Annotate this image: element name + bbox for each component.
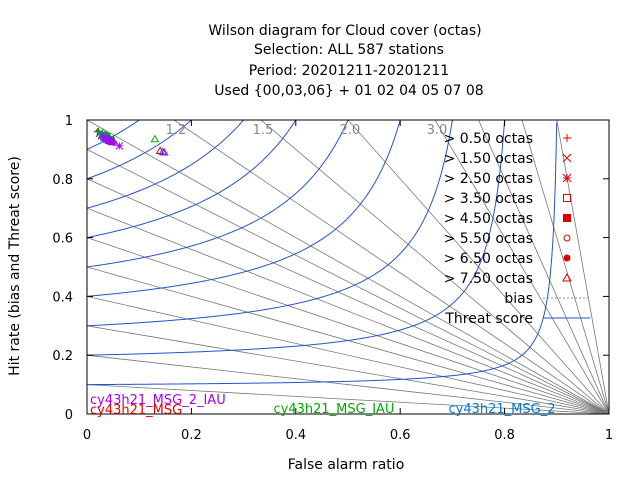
data-point	[115, 142, 124, 150]
y-axis-ticks: 0 0.2 0.4 0.6 0.8 1	[52, 114, 609, 423]
legend-threshold-label: > 3.50 octas	[444, 191, 533, 207]
model-label: cy43h21_MSG_2	[449, 402, 556, 417]
bias-isoline	[87, 149, 609, 414]
bias-isoline	[87, 384, 609, 414]
legend-marker-filled-circle	[563, 254, 571, 262]
legend-threshold-label: > 0.50 octas	[444, 131, 533, 147]
bias-isoline	[87, 325, 609, 414]
x-tick-label: 0.6	[390, 428, 411, 443]
bias-isoline	[87, 296, 609, 414]
threat-score-isoline	[87, 120, 244, 209]
data-point	[159, 147, 169, 156]
data-points	[93, 127, 169, 156]
chart-title: Wilson diagram for Cloud cover (octas) S…	[208, 23, 483, 99]
threat-score-isoline	[87, 122, 558, 386]
title-line-4: Used {00,03,06} + 01 02 04 05 07 08	[214, 83, 483, 99]
y-tick-label: 0.2	[52, 349, 73, 364]
legend-marker-square	[563, 194, 571, 202]
bias-isoline	[87, 237, 609, 414]
x-tick-label: 1	[605, 428, 613, 443]
legend-threshold-label: > 5.50 octas	[444, 231, 533, 247]
threat-score-isolines	[87, 120, 558, 386]
plot-frame	[86, 119, 610, 415]
y-tick-label: 0.6	[52, 232, 73, 247]
bias-isoline-label: 2.0	[340, 123, 361, 138]
x-axis-ticks: 0 0.2 0.4 0.6 0.8 1	[83, 120, 613, 443]
bias-isoline	[521, 120, 609, 414]
y-tick-label: 1	[65, 114, 73, 129]
title-line-3: Period: 20201211-20201211	[249, 63, 449, 79]
y-tick-label: 0	[65, 408, 73, 423]
threat-score-isoline	[87, 120, 349, 268]
legend-marker-cross	[562, 153, 572, 163]
legend-marker-filled-square	[563, 214, 571, 222]
legend: > 0.50 octas > 1.50 octas > 2.50 octas > 3.…	[444, 131, 590, 327]
bias-isoline-label: 1.5	[253, 123, 274, 138]
x-tick-label: 0.2	[181, 428, 202, 443]
bias-isoline-label: 1.2	[166, 123, 187, 138]
legend-line-label: Threat score	[444, 311, 533, 327]
title-line-1: Wilson diagram for Cloud cover (octas)	[208, 23, 481, 39]
bias-isoline	[87, 178, 609, 414]
legend-line-label: bias	[504, 291, 533, 307]
threat-score-isoline	[87, 120, 192, 180]
x-tick-label: 0.8	[494, 428, 515, 443]
y-axis-label: Hit rate (bias and Threat score)	[7, 156, 23, 376]
data-point	[150, 134, 160, 143]
legend-marker-star	[562, 173, 572, 183]
legend-threshold-label: > 6.50 octas	[444, 251, 533, 267]
bias-isoline	[173, 120, 609, 414]
data-point	[94, 127, 102, 135]
legend-marker-triangle	[562, 272, 572, 282]
bias-isoline	[87, 354, 609, 414]
y-tick-label: 0.8	[52, 173, 73, 188]
threat-score-isoline	[87, 120, 297, 239]
data-point	[102, 135, 111, 143]
threat-score-isoline	[87, 120, 453, 327]
legend-marker-circle	[563, 234, 571, 242]
bias-isoline	[87, 120, 609, 414]
bias-isoline	[434, 120, 609, 414]
legend-marker-plus	[563, 134, 571, 142]
title-line-2: Selection: ALL 587 stations	[254, 42, 444, 58]
legend-threshold-label: > 1.50 octas	[444, 151, 533, 167]
legend-threshold-label: > 7.50 octas	[444, 271, 533, 287]
data-point	[107, 138, 115, 146]
bias-isoline	[556, 120, 609, 414]
threat-score-isoline	[87, 120, 401, 297]
threat-score-isoline	[87, 120, 506, 356]
legend-threshold-label: > 4.50 octas	[444, 211, 533, 227]
x-axis-label: False alarm ratio	[288, 457, 405, 473]
model-label: cy43h21_MSG_IAU	[274, 402, 395, 417]
bias-isoline	[87, 207, 609, 414]
data-point	[158, 147, 168, 155]
model-label: cy43h21_MSG	[90, 403, 182, 418]
y-tick-label: 0.4	[52, 290, 73, 305]
legend-threshold-label: > 2.50 octas	[444, 171, 533, 187]
x-tick-label: 0	[83, 428, 91, 443]
bias-isoline-label: 3.0	[427, 123, 448, 138]
x-tick-label: 0.4	[285, 428, 306, 443]
model-label: cy43h21_MSG_2_IAU	[90, 393, 226, 408]
bias-isoline	[260, 120, 609, 414]
bias-isoline-labels: 1.2 1.5 2.0 3.0	[166, 123, 448, 138]
